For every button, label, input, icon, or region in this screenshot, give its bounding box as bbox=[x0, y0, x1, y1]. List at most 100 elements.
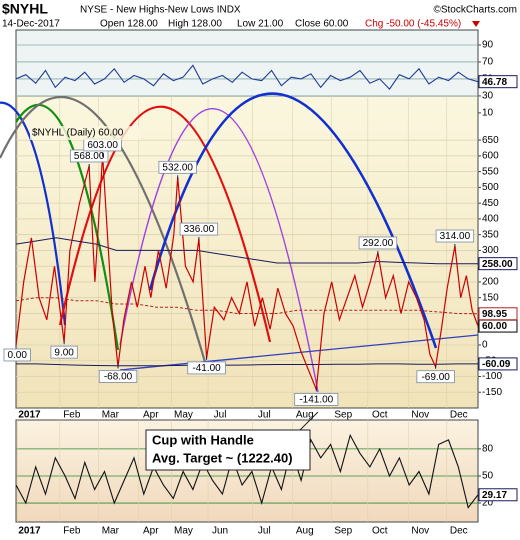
x-tick-label: Dec bbox=[450, 526, 468, 537]
y-tick-label: 70 bbox=[482, 57, 494, 68]
plot: 60.00 258.00 98.95 -60.09 0.00 9.00 568.00603.… bbox=[3, 64, 518, 509]
annotation-box bbox=[358, 236, 398, 250]
x-tick-label: Jul bbox=[214, 410, 227, 421]
annotation-box bbox=[187, 361, 226, 375]
annotation-box bbox=[145, 429, 311, 471]
rsi-panel bbox=[15, 29, 479, 97]
x-tick-label: Jul bbox=[258, 410, 271, 421]
annotation-box bbox=[416, 370, 455, 384]
x-tick-label: Dec bbox=[450, 410, 468, 421]
y-tick-label: 10 bbox=[482, 108, 494, 119]
x-tick-label: Mar bbox=[102, 410, 120, 421]
x-tick-label: Jun bbox=[212, 526, 228, 537]
last-value-box bbox=[478, 75, 518, 89]
x-tick-label: Oct bbox=[372, 526, 388, 537]
x-tick-label: Feb bbox=[63, 526, 81, 537]
last-value-label: 60.00 bbox=[482, 321, 507, 332]
x-tick-label: Oct bbox=[372, 410, 388, 421]
x-tick-label: Nov bbox=[411, 526, 429, 537]
indicator-line bbox=[15, 64, 479, 90]
last-value-box bbox=[478, 257, 518, 271]
last-value-box bbox=[478, 488, 518, 502]
y-tick-label: -150 bbox=[482, 387, 502, 398]
annotation-box bbox=[435, 229, 475, 243]
annotation-text: Avg. Target ~ (1222.40) bbox=[152, 450, 293, 465]
annotation-label: -68.00 bbox=[104, 372, 133, 383]
legend-bg bbox=[30, 126, 140, 140]
annotation-label: -141.00 bbox=[299, 395, 333, 406]
indicator-line bbox=[15, 433, 479, 509]
annotation-label: 568.00 bbox=[74, 151, 105, 162]
cycle-arc bbox=[58, 105, 272, 343]
annotation-label: 532.00 bbox=[162, 162, 193, 173]
last-value-box bbox=[478, 357, 518, 371]
annotation-box bbox=[158, 160, 197, 174]
y-tick-label: 90 bbox=[482, 40, 494, 51]
instrument-name: NYSE - New Highs-New Lows INDX bbox=[80, 5, 241, 16]
change: Chg -50.00 (-45.45%) bbox=[365, 19, 461, 30]
cycle-arc bbox=[0, 101, 67, 326]
symbol: $NYHL bbox=[2, 1, 48, 17]
down-arrow bbox=[472, 21, 480, 27]
cycle-arc bbox=[0, 96, 207, 363]
annotation-label: 603.00 bbox=[87, 140, 118, 151]
overlay-line bbox=[16, 363, 478, 367]
annotation-box bbox=[179, 222, 219, 236]
trend-line bbox=[119, 334, 479, 371]
y-tick-label: 350 bbox=[482, 229, 499, 240]
y-tick-label: 500 bbox=[482, 182, 499, 193]
overlay-line bbox=[15, 297, 479, 315]
source: ©StockCharts.com bbox=[433, 5, 517, 16]
last-value-label: 98.95 bbox=[482, 309, 507, 320]
x-tick-label: 2017 bbox=[18, 526, 41, 537]
low: Low 21.00 bbox=[237, 19, 284, 30]
last-value-box bbox=[478, 307, 518, 321]
y-tick-label: 50 bbox=[482, 471, 494, 482]
open: Open 128.00 bbox=[100, 19, 158, 30]
y-tick-label: 80 bbox=[482, 444, 494, 455]
annotation-label: 314.00 bbox=[440, 231, 471, 242]
x-tick-label: Apr bbox=[143, 526, 159, 537]
annotation-box bbox=[98, 369, 138, 383]
annotation-label: -41.00 bbox=[192, 363, 221, 374]
y-tick-label: 20 bbox=[482, 498, 494, 509]
y-tick-label: 0 bbox=[482, 340, 488, 351]
y-tick-label: -100 bbox=[482, 371, 502, 382]
x-tick-label: May bbox=[174, 526, 193, 537]
date: 14-Dec-2017 bbox=[2, 19, 60, 30]
annotation-box bbox=[50, 345, 78, 359]
last-value-label: 29.17 bbox=[482, 490, 507, 501]
annotation-box bbox=[294, 393, 339, 406]
price-line bbox=[15, 154, 479, 390]
y-tick-label: 300 bbox=[482, 245, 499, 256]
y-tick-label: 550 bbox=[482, 166, 499, 177]
x-tick-label: Nov bbox=[411, 410, 429, 421]
annotation-label: -69.00 bbox=[421, 372, 450, 383]
annotation-label: 336.00 bbox=[184, 224, 215, 235]
y-tick-label: 600 bbox=[482, 151, 499, 162]
y-tick-label: 150 bbox=[482, 292, 499, 303]
last-value-label: 46.78 bbox=[482, 77, 507, 88]
annotation-label: 292.00 bbox=[363, 238, 394, 249]
cycle-arc bbox=[148, 92, 438, 349]
y-tick-label: 650 bbox=[482, 135, 499, 146]
x-tick-label: May bbox=[174, 410, 193, 421]
x-tick-label: Sep bbox=[334, 410, 352, 421]
cycle-arc bbox=[119, 108, 319, 393]
high: High 128.00 bbox=[168, 19, 222, 30]
x-tick-label: Aug bbox=[296, 410, 314, 421]
annotation-label: 9.00 bbox=[54, 347, 74, 358]
y-tick-label: 450 bbox=[482, 198, 499, 209]
annotation-box bbox=[3, 348, 31, 362]
x-tick-label: Aug bbox=[296, 526, 314, 537]
x-tick-label: Feb bbox=[63, 410, 81, 421]
last-value-label: -60.09 bbox=[482, 359, 511, 370]
x-tick-label: Jul bbox=[258, 526, 271, 537]
legend-entry: $NYHL (Daily) 60.00 bbox=[32, 128, 124, 139]
annotation-label: 0.00 bbox=[7, 350, 27, 361]
x-tick-label: 2017 bbox=[18, 410, 41, 421]
annotation-pointer bbox=[299, 411, 319, 431]
y-tick-label: 30 bbox=[482, 91, 494, 102]
last-value-label: 258.00 bbox=[482, 259, 513, 270]
